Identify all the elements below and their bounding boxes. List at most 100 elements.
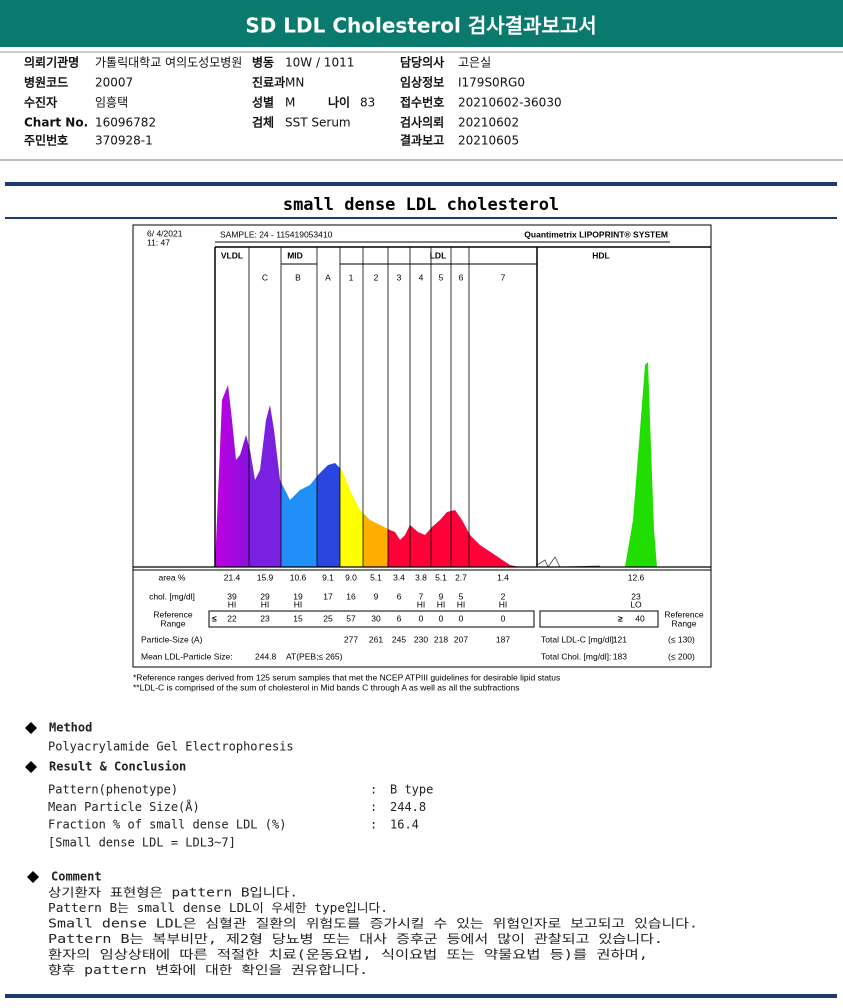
info-value: 고은실 (458, 56, 491, 70)
ref-value: 0 (501, 613, 506, 623)
ref-sign: ≥ (618, 613, 623, 623)
band-label: 2 (374, 272, 379, 282)
comment-line: 상기환자 표현형은 pattern B입니다. (48, 886, 298, 900)
result-label: Fraction % of small dense LDL (%) (48, 818, 286, 832)
result-sep: : (370, 783, 377, 797)
info-value: 20210605 (458, 134, 519, 148)
group-label: MID (287, 250, 303, 260)
info-label: 접수번호 (400, 95, 444, 110)
sample: SAMPLE: 24 - 115419053410 (220, 229, 333, 239)
area-value: 3.8 (415, 572, 427, 582)
size-value: 277 (344, 634, 358, 644)
size-value: 207 (454, 634, 468, 644)
total-limit: (≤ 130) (668, 634, 695, 644)
band-label: B (295, 272, 301, 282)
ref-value: 57 (346, 613, 356, 623)
row-label: Particle-Size (A) (141, 634, 203, 644)
total-label: Total LDL-C [mg/dl]: (541, 634, 616, 644)
comment-line: Pattern B는 복부비만, 제2형 당뇨병 또는 대사 증후군 등에서 많… (48, 932, 663, 946)
method-text: Polyacrylamide Gel Electrophoresis (48, 740, 294, 754)
time: 11: 47 (147, 237, 170, 247)
band-label: C (262, 272, 268, 282)
info-value: 16096782 (95, 116, 156, 130)
result-note: [Small dense LDL = LDL3~7] (48, 836, 236, 850)
group-label: HDL (592, 250, 609, 260)
info-label: 검사의뢰 (400, 115, 444, 130)
chol-value: 9 (439, 591, 444, 601)
brand: Quantimetrix LIPOPRINT® SYSTEM (524, 229, 668, 239)
title: SD LDL Cholesterol 검사결과보고서 (245, 14, 596, 38)
flag: HI (499, 599, 508, 609)
total-value: 121 (613, 634, 627, 644)
ref-value: 0 (419, 613, 424, 623)
area-value: 9.1 (322, 572, 334, 582)
chol-value: 7 (419, 591, 424, 601)
rule (5, 217, 837, 219)
band-label: 3 (397, 272, 402, 282)
area-value: 3.4 (393, 572, 405, 582)
chol-value: 29 (260, 591, 270, 601)
band-label: A (325, 272, 331, 282)
result-sep: : (370, 818, 377, 832)
size-value: 261 (369, 634, 383, 644)
chol-value: 39 (227, 591, 237, 601)
chol-value: 9 (374, 591, 379, 601)
size-value: 218 (434, 634, 448, 644)
area-value: 9.0 (345, 572, 357, 582)
footnote: **LDL-C is comprised of the sum of chole… (133, 682, 519, 692)
info-label: Chart No. (24, 116, 88, 130)
ref-box (539, 610, 659, 628)
info-value: 20210602 (458, 116, 519, 130)
row-label: Mean LDL-Particle Size: (141, 651, 233, 661)
info-value: M (285, 96, 295, 110)
size-value: 187 (496, 634, 510, 644)
area-value: 1.4 (497, 572, 509, 582)
result-value: 16.4 (390, 818, 419, 832)
section-title: Comment (51, 870, 102, 884)
ref-value: 15 (293, 613, 303, 623)
flag: HI (437, 599, 446, 609)
footnote: *Reference ranges derived from 125 serum… (133, 672, 560, 682)
row-label: Range (160, 618, 185, 628)
chol-value: 23 (631, 591, 641, 601)
size-value: 245 (392, 634, 406, 644)
info-label: 성별 (252, 95, 274, 110)
ref-box (208, 610, 535, 628)
mean-note: AT(PEB;≤ 265) (286, 651, 343, 661)
section-title: Result & Conclusion (49, 760, 186, 774)
result-value: B type (390, 783, 433, 797)
bullet (27, 871, 39, 883)
chart-frame (132, 224, 712, 668)
ref-value: 23 (260, 613, 270, 623)
group-label: VLDL (221, 250, 243, 260)
group-label: LDL (430, 250, 447, 260)
ref-value: 6 (397, 613, 402, 623)
row-label: Reference (664, 609, 703, 619)
results: Method Polyacrylamide Gel Electrophoresis… (25, 721, 698, 977)
info-label: 병동 (252, 55, 274, 70)
flag: HI (417, 599, 426, 609)
info-value: 가톨릭대학교 여의도성모병원 (95, 56, 242, 70)
band-label: 6 (459, 272, 464, 282)
total-value: 183 (613, 651, 627, 661)
band-label: 4 (419, 272, 424, 282)
flag: HI (457, 599, 466, 609)
info-label: 임상정보 (400, 75, 444, 90)
area-value: 5.1 (370, 572, 382, 582)
comment-line: 향후 pattern 변화에 대한 확인을 권유합니다. (48, 963, 368, 977)
flag: HI (228, 599, 237, 609)
size-value: 230 (414, 634, 428, 644)
ref-value: 40 (635, 613, 645, 623)
section-title: Method (49, 721, 92, 735)
chol-value: 2 (501, 591, 506, 601)
chol-value: 19 (293, 591, 303, 601)
comment-line: Pattern B는 small dense LDL이 우세한 type입니다. (48, 901, 388, 915)
info-value: SST Serum (285, 116, 351, 130)
band-label: 5 (439, 272, 444, 282)
area-value: 5.1 (435, 572, 447, 582)
info-label: 수진자 (24, 95, 57, 110)
result-value: 244.8 (390, 800, 426, 814)
row-label: chol. [mg/dl] (149, 591, 195, 601)
info-value: 임흥택 (95, 96, 128, 110)
